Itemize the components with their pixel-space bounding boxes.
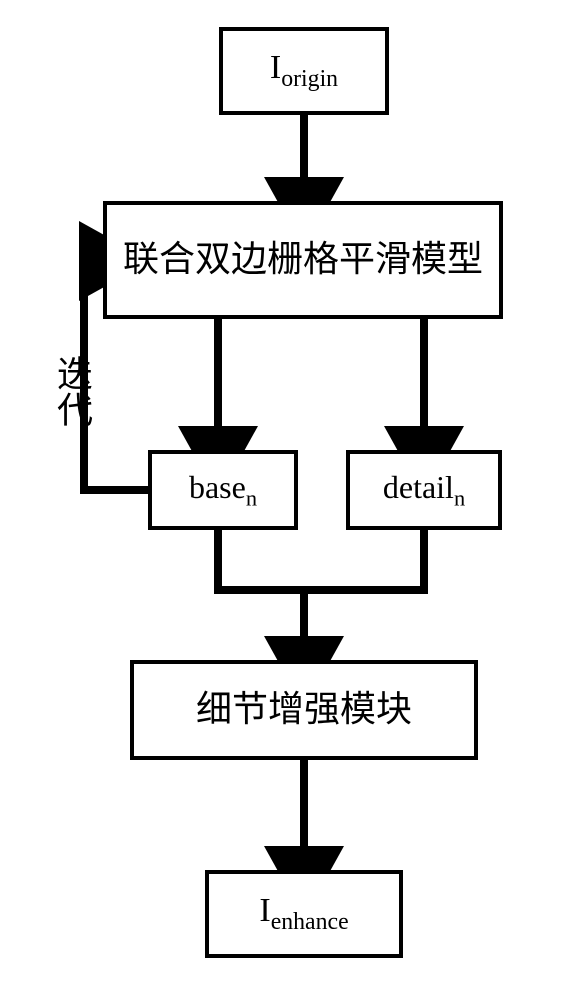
node-origin: Iorigin — [219, 27, 389, 115]
node-model: 联合双边栅格平滑模型 — [103, 201, 503, 319]
loop-label: 迭代 — [46, 355, 98, 427]
node-base-label: basen — [189, 468, 257, 512]
node-enhance-label: 细节增强模块 — [196, 688, 412, 731]
node-model-label: 联合双边栅格平滑模型 — [123, 238, 483, 281]
node-origin-label: Iorigin — [270, 48, 338, 93]
flowchart-canvas: Iorigin 联合双边栅格平滑模型 basen detailn 细节增强模块 … — [0, 0, 566, 1000]
node-detail-label: detailn — [383, 468, 465, 512]
node-enhance-module: 细节增强模块 — [130, 660, 478, 760]
node-output-label: Ienhance — [259, 891, 348, 936]
node-output: Ienhance — [205, 870, 403, 958]
node-detail: detailn — [346, 450, 502, 530]
node-base: basen — [148, 450, 298, 530]
